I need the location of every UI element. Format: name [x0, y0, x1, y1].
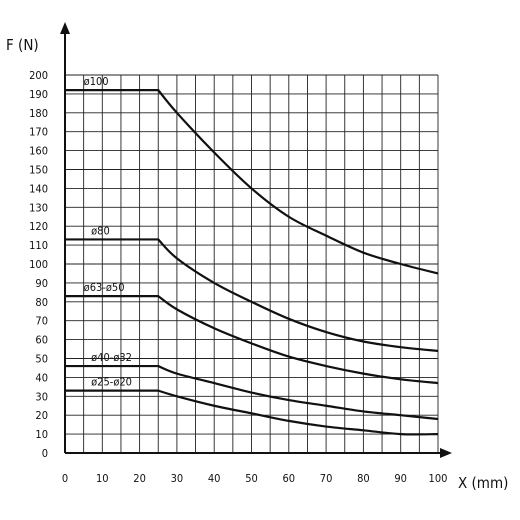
series-line: [65, 89, 439, 275]
y-tick-label: 180: [29, 107, 48, 120]
series-label: ø40-ø32: [91, 351, 132, 364]
y-tick-label: 50: [35, 353, 48, 366]
y-tick-label: 10: [35, 428, 48, 441]
series-label: ø100: [84, 75, 109, 88]
y-tick-label: 170: [29, 126, 48, 139]
y-tick-label: 40: [35, 371, 48, 384]
y-tick-label: 0: [42, 447, 48, 460]
y-axis-arrow: [60, 22, 70, 34]
x-tick-label: 20: [133, 472, 146, 485]
y-tick-label: 90: [35, 277, 48, 290]
series-line: [65, 364, 439, 421]
y-tick-label: 110: [29, 239, 48, 252]
y-tick-label: 150: [29, 164, 48, 177]
y-tick-label: 20: [35, 409, 48, 422]
y-tick-label: 30: [35, 390, 48, 403]
x-tick-label: 50: [245, 472, 258, 485]
series-line: [65, 295, 439, 385]
y-tick-label: 140: [29, 182, 48, 195]
y-tick-label: 100: [29, 258, 48, 271]
tick-labels: 0 10 20 30 40 50 60 70 80 90 100 0 10 20 30 40 50 60 70 80 9…: [29, 69, 447, 485]
y-tick-label: 130: [29, 201, 48, 214]
x-tick-label: 10: [96, 472, 109, 485]
y-axis-title: F (N): [6, 36, 39, 54]
series-label: ø63-ø50: [84, 281, 125, 294]
x-tick-label: 0: [62, 472, 68, 485]
x-tick-label: 100: [429, 472, 448, 485]
y-tick-label: 80: [35, 296, 48, 309]
series-line: [65, 238, 439, 353]
series-labels: ø100 ø80 ø63-ø50 ø40-ø32 ø25-ø20: [84, 75, 132, 389]
series-lines: [65, 89, 439, 436]
series-label: ø80: [91, 224, 110, 237]
series-line: [65, 389, 439, 436]
grid: [65, 74, 439, 453]
x-axis-arrow: [440, 448, 452, 458]
y-tick-label: 70: [35, 315, 48, 328]
x-tick-label: 40: [208, 472, 221, 485]
y-tick-label: 200: [29, 69, 48, 82]
y-tick-label: 60: [35, 334, 48, 347]
x-tick-label: 70: [320, 472, 333, 485]
y-tick-label: 190: [29, 88, 48, 101]
y-tick-label: 120: [29, 220, 48, 233]
x-tick-label: 30: [171, 472, 184, 485]
y-tick-label: 160: [29, 145, 48, 158]
x-tick-label: 60: [283, 472, 296, 485]
x-tick-label: 80: [357, 472, 370, 485]
x-axis-title: X (mm): [458, 474, 508, 492]
series-label: ø25-ø20: [91, 376, 132, 389]
x-tick-label: 90: [394, 472, 407, 485]
axes: [60, 22, 452, 458]
